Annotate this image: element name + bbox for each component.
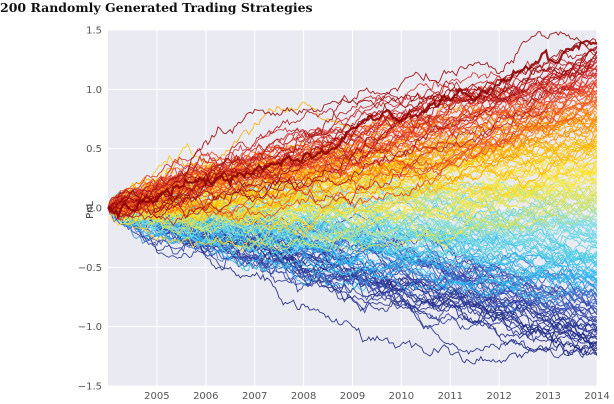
x-tick-label: 2006 [193, 391, 218, 402]
y-tick-label: −0.5 [78, 263, 102, 274]
x-tick-label: 2008 [291, 391, 316, 402]
y-tick-label: 1.5 [86, 26, 102, 37]
x-tick-label: 2012 [486, 391, 511, 402]
x-tick-label: 2007 [242, 391, 267, 402]
x-axis: 2005 2006 2007 2008 2009 2010 2011 2012 2013 2014 [144, 391, 610, 402]
x-tick-label: 2014 [584, 391, 609, 402]
y-axis-label: PnL [85, 201, 96, 219]
y-tick-label: 1.0 [86, 85, 102, 96]
x-tick-label: 2011 [438, 391, 463, 402]
x-tick-label: 2010 [389, 391, 414, 402]
x-tick-label: 2009 [340, 391, 365, 402]
y-tick-label: 0.5 [86, 144, 102, 155]
pnl-line-chart: 1.51.00.50.0−0.5−1.0−1.5 2005 2006 2007 200… [0, 0, 614, 404]
x-tick-label: 2005 [144, 391, 169, 402]
y-tick-label: −1.0 [78, 322, 102, 333]
y-tick-label: −1.5 [78, 382, 102, 393]
x-tick-label: 2013 [535, 391, 560, 402]
